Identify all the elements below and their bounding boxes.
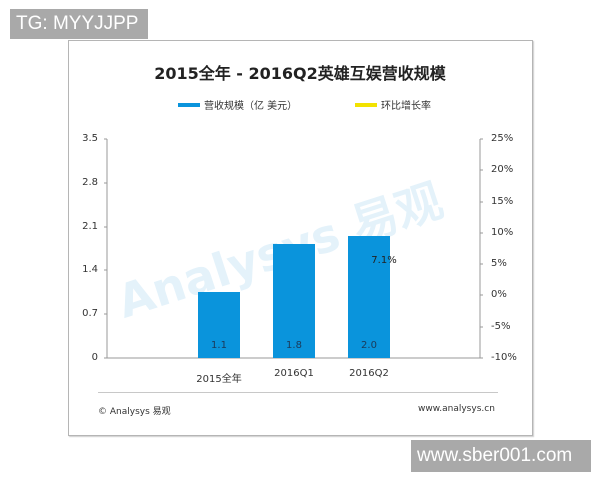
bar-value-label: 1.1 bbox=[211, 340, 227, 351]
growth-rate-label: 7.1% bbox=[371, 255, 397, 266]
y2-tick: -10% bbox=[491, 352, 517, 363]
legend-swatch-line bbox=[355, 102, 377, 107]
y2-tick: 5% bbox=[491, 258, 507, 269]
footer-divider bbox=[98, 392, 498, 393]
bar-2016q2 bbox=[348, 236, 390, 358]
chart-title: 2015全年 - 2016Q2英雄互娱营收规模 bbox=[154, 64, 446, 83]
bar-value-label: 1.8 bbox=[286, 340, 302, 351]
y2-tick: 0% bbox=[491, 289, 507, 300]
y-tick: 2.1 bbox=[82, 221, 98, 232]
legend-item-growth: 环比增长率 bbox=[355, 97, 431, 112]
x-tick: 2016Q1 bbox=[274, 368, 314, 379]
y-tick: 3.5 bbox=[82, 133, 98, 144]
y2-tick: -5% bbox=[491, 321, 511, 332]
y2-tick: 10% bbox=[491, 227, 514, 238]
bar-2015 bbox=[198, 292, 240, 358]
chart-frame bbox=[68, 40, 533, 436]
x-tick: 2015全年 bbox=[196, 374, 242, 385]
y2-tick: 15% bbox=[491, 196, 514, 207]
bar-2016q1 bbox=[273, 244, 315, 358]
bar-value-label: 2.0 bbox=[361, 340, 377, 351]
legend-item-revenue: 营收规模（亿 美元） bbox=[178, 97, 297, 112]
y2-tick: 20% bbox=[491, 164, 514, 175]
legend-label-revenue: 营收规模（亿 美元） bbox=[204, 101, 298, 112]
y-tick: 1.4 bbox=[82, 264, 98, 275]
x-tick: 2016Q2 bbox=[349, 368, 389, 379]
y-tick: 0 bbox=[91, 352, 98, 363]
footer-copyright: © Analysys 易观 bbox=[98, 407, 171, 417]
footer-url: www.analysys.cn bbox=[418, 404, 495, 414]
legend-label-growth: 环比增长率 bbox=[381, 101, 431, 112]
y-tick: 0.7 bbox=[82, 308, 98, 319]
watermark-bottom: www.sber001.com bbox=[411, 440, 591, 472]
legend-swatch-bar bbox=[178, 102, 200, 107]
watermark-top: TG: MYYJJPP bbox=[10, 9, 148, 39]
y2-tick: 25% bbox=[491, 133, 514, 144]
y-tick: 2.8 bbox=[82, 177, 98, 188]
